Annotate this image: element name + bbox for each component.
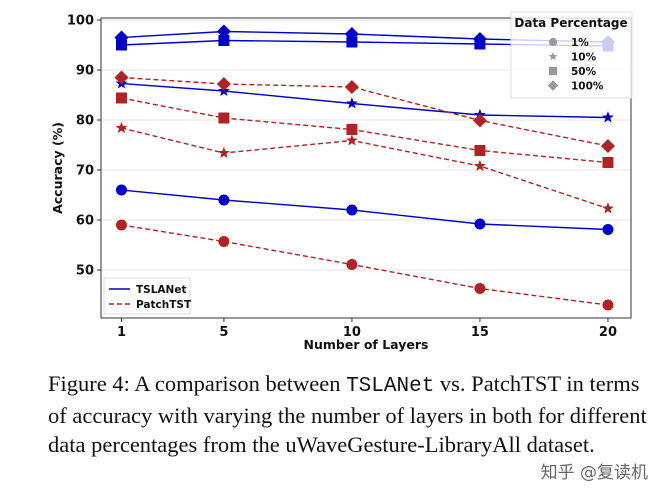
model-legend (103, 277, 191, 315)
y-axis-label: Accuracy (%) (50, 122, 65, 214)
caption-body: vs. PatchTST in terms of accuracy with v… (48, 371, 647, 457)
series-line-patchtst-1pct (121, 224, 609, 306)
data-point (474, 218, 486, 230)
y-tick-label: 80 (76, 114, 94, 129)
data-point (474, 38, 486, 50)
data-point (346, 36, 358, 48)
series-line-tslanet-1pct (121, 189, 608, 231)
y-tick-label: 90 (76, 64, 94, 79)
data-point (344, 80, 359, 94)
x-axis-label: Number of Layers (304, 337, 429, 352)
data-point (115, 121, 128, 133)
x-tick-label: 15 (471, 325, 489, 340)
data-point (218, 35, 230, 46)
data-point (115, 219, 127, 231)
series-line-patchtst-100pct (121, 76, 609, 147)
caption-prefix: Figure 4: A comparison between (48, 371, 347, 396)
data-point (115, 39, 127, 51)
x-tick-label: 10 (343, 325, 361, 340)
x-tick-label: 1 (117, 325, 126, 340)
legend-marker-star (548, 51, 558, 61)
legend-marker-circle (548, 37, 558, 47)
x-tick-label: 5 (219, 325, 228, 340)
data-point (114, 70, 129, 85)
legend-label: 50% (571, 66, 597, 78)
watermark: 知乎 @复读机 (540, 463, 648, 483)
data-point (346, 97, 358, 109)
y-tick-label: 100 (67, 14, 94, 29)
data-point (602, 111, 614, 123)
data-percentage-legend (510, 11, 633, 99)
data-point (346, 204, 358, 216)
data-point (346, 259, 358, 270)
data-point (600, 139, 615, 153)
data-point (602, 202, 614, 214)
data-point (346, 124, 358, 135)
data-point (216, 77, 231, 91)
x-tick-label: 20 (599, 325, 617, 340)
caption-model-name: TSLANet (346, 375, 435, 398)
series-line-patchtst-50pct (121, 97, 609, 164)
data-point (474, 283, 486, 294)
data-point (115, 184, 127, 196)
legend-label: 10% (571, 52, 597, 64)
y-tick-label: 70 (76, 164, 94, 179)
figure-caption: Figure 4: A comparison between TSLANet v… (48, 369, 648, 459)
legend-label: TSLANet (136, 284, 186, 296)
data-point (474, 145, 486, 156)
data-point (602, 157, 614, 168)
y-tick-label: 60 (76, 214, 94, 229)
legend-title: Data Percentage (514, 16, 627, 30)
data-point (474, 159, 486, 171)
legend-label: 1% (571, 37, 589, 49)
data-point (218, 236, 230, 247)
data-point (218, 194, 230, 206)
legend-marker-diamond (547, 80, 559, 91)
legend-label: 100% (571, 81, 604, 93)
legend-label: PatchTST (136, 299, 192, 311)
data-point (602, 224, 614, 235)
data-point (602, 299, 614, 311)
y-tick-label: 50 (76, 264, 94, 279)
data-point (472, 113, 487, 128)
plot-frame (100, 17, 632, 319)
data-point (218, 146, 230, 158)
data-point (346, 134, 358, 146)
data-point (115, 92, 127, 104)
legend-marker-square (548, 66, 558, 76)
data-point (218, 112, 230, 124)
